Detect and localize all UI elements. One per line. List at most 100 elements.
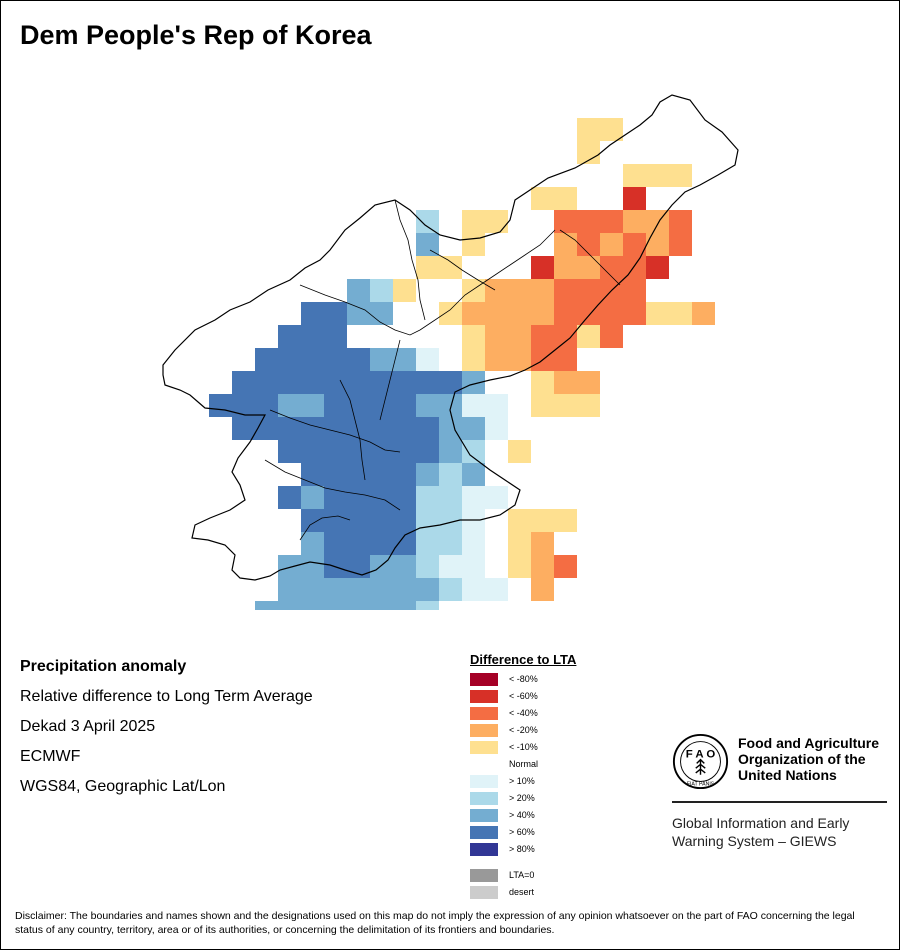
anomaly-cell xyxy=(577,141,600,164)
giews-line: Warning System – GIEWS xyxy=(672,833,837,849)
anomaly-cell xyxy=(347,463,370,486)
province-boundary xyxy=(339,379,366,481)
anomaly-cell xyxy=(278,601,301,610)
anomaly-cell xyxy=(439,532,462,555)
anomaly-cell xyxy=(554,348,577,371)
anomaly-cell xyxy=(485,440,508,463)
anomaly-cell xyxy=(370,394,393,417)
anomaly-cell xyxy=(439,463,462,486)
anomaly-cell xyxy=(393,279,416,302)
anomaly-cell xyxy=(416,210,439,233)
legend-item: > 80% xyxy=(470,841,640,858)
anomaly-cell xyxy=(439,417,462,440)
anomaly-cell xyxy=(462,463,485,486)
legend-label: > 10% xyxy=(509,776,535,786)
anomaly-cell xyxy=(531,440,554,463)
anomaly-grid xyxy=(209,95,715,610)
province-boundary xyxy=(299,515,351,541)
legend-item: Normal xyxy=(470,756,640,773)
anomaly-cell xyxy=(485,279,508,302)
anomaly-cell xyxy=(324,394,347,417)
anomaly-cell xyxy=(577,394,600,417)
anomaly-cell xyxy=(577,187,600,210)
legend-item: < -40% xyxy=(470,705,640,722)
anomaly-cell xyxy=(462,325,485,348)
anomaly-cell xyxy=(324,371,347,394)
anomaly-cell xyxy=(669,187,692,210)
anomaly-cell xyxy=(508,532,531,555)
anomaly-cell xyxy=(554,256,577,279)
anomaly-cell xyxy=(485,233,508,256)
giews-line: Global Information and Early xyxy=(672,815,850,831)
anomaly-cell xyxy=(347,578,370,601)
anomaly-cell xyxy=(439,578,462,601)
info-subject: Precipitation anomaly xyxy=(20,658,187,675)
anomaly-cell xyxy=(600,233,623,256)
legend-label: < -20% xyxy=(509,725,538,735)
anomaly-cell xyxy=(301,486,324,509)
anomaly-cell xyxy=(301,532,324,555)
anomaly-cell xyxy=(623,279,646,302)
anomaly-cell xyxy=(370,601,393,610)
anomaly-cell xyxy=(669,164,692,187)
anomaly-cell xyxy=(301,348,324,371)
anomaly-cell xyxy=(462,233,485,256)
anomaly-cell xyxy=(531,578,554,601)
anomaly-cell xyxy=(416,256,439,279)
anomaly-cell xyxy=(508,440,531,463)
anomaly-cell xyxy=(278,555,301,578)
anomaly-cell xyxy=(439,601,462,610)
anomaly-cell xyxy=(393,463,416,486)
anomaly-cell xyxy=(278,440,301,463)
anomaly-cell xyxy=(554,509,577,532)
legend-label: LTA=0 xyxy=(509,870,535,880)
anomaly-cell xyxy=(393,440,416,463)
legend-title: Difference to LTA xyxy=(470,652,577,667)
anomaly-cell xyxy=(577,256,600,279)
info-source: ECMWF xyxy=(20,748,81,765)
anomaly-cell xyxy=(485,417,508,440)
anomaly-cell xyxy=(278,325,301,348)
giews-name: Global Information and Early Warning Sys… xyxy=(672,814,887,850)
legend-item: LTA=0 xyxy=(470,867,640,884)
anomaly-cell xyxy=(416,233,439,256)
anomaly-cell xyxy=(508,279,531,302)
anomaly-cell xyxy=(485,394,508,417)
anomaly-cell xyxy=(416,417,439,440)
legend-swatch xyxy=(470,741,498,754)
legend-item: < -60% xyxy=(470,688,640,705)
anomaly-cell xyxy=(255,348,278,371)
legend-label: desert xyxy=(509,887,535,897)
anomaly-cell xyxy=(531,302,554,325)
legend-swatch xyxy=(470,775,498,788)
anomaly-cell xyxy=(324,348,347,371)
precipitation-anomaly-map xyxy=(162,94,739,610)
anomaly-cell xyxy=(393,578,416,601)
legend-item: < -20% xyxy=(470,722,640,739)
anomaly-cell xyxy=(531,325,554,348)
anomaly-cell xyxy=(531,187,554,210)
anomaly-cell xyxy=(462,555,485,578)
anomaly-cell xyxy=(554,463,577,486)
anomaly-cell xyxy=(462,486,485,509)
legend-label: > 60% xyxy=(509,827,535,837)
anomaly-cell xyxy=(531,279,554,302)
anomaly-cell xyxy=(416,463,439,486)
anomaly-cell xyxy=(416,440,439,463)
anomaly-cell xyxy=(370,256,393,279)
anomaly-cell xyxy=(623,256,646,279)
anomaly-cell xyxy=(646,164,669,187)
anomaly-cell xyxy=(393,371,416,394)
anomaly-cell xyxy=(462,532,485,555)
anomaly-cell xyxy=(416,394,439,417)
legend-classes: < -80% < -60% < -40% < -20% < -10% Normal > 10… xyxy=(470,671,640,858)
anomaly-cell xyxy=(600,256,623,279)
anomaly-cell xyxy=(554,210,577,233)
svg-text:F A O: F A O xyxy=(686,749,716,761)
legend-item: < -10% xyxy=(470,739,640,756)
info-period: Dekad 3 April 2025 xyxy=(20,718,156,735)
anomaly-cell xyxy=(623,187,646,210)
anomaly-cell xyxy=(646,279,669,302)
anomaly-cell xyxy=(462,371,485,394)
anomaly-cell xyxy=(301,440,324,463)
